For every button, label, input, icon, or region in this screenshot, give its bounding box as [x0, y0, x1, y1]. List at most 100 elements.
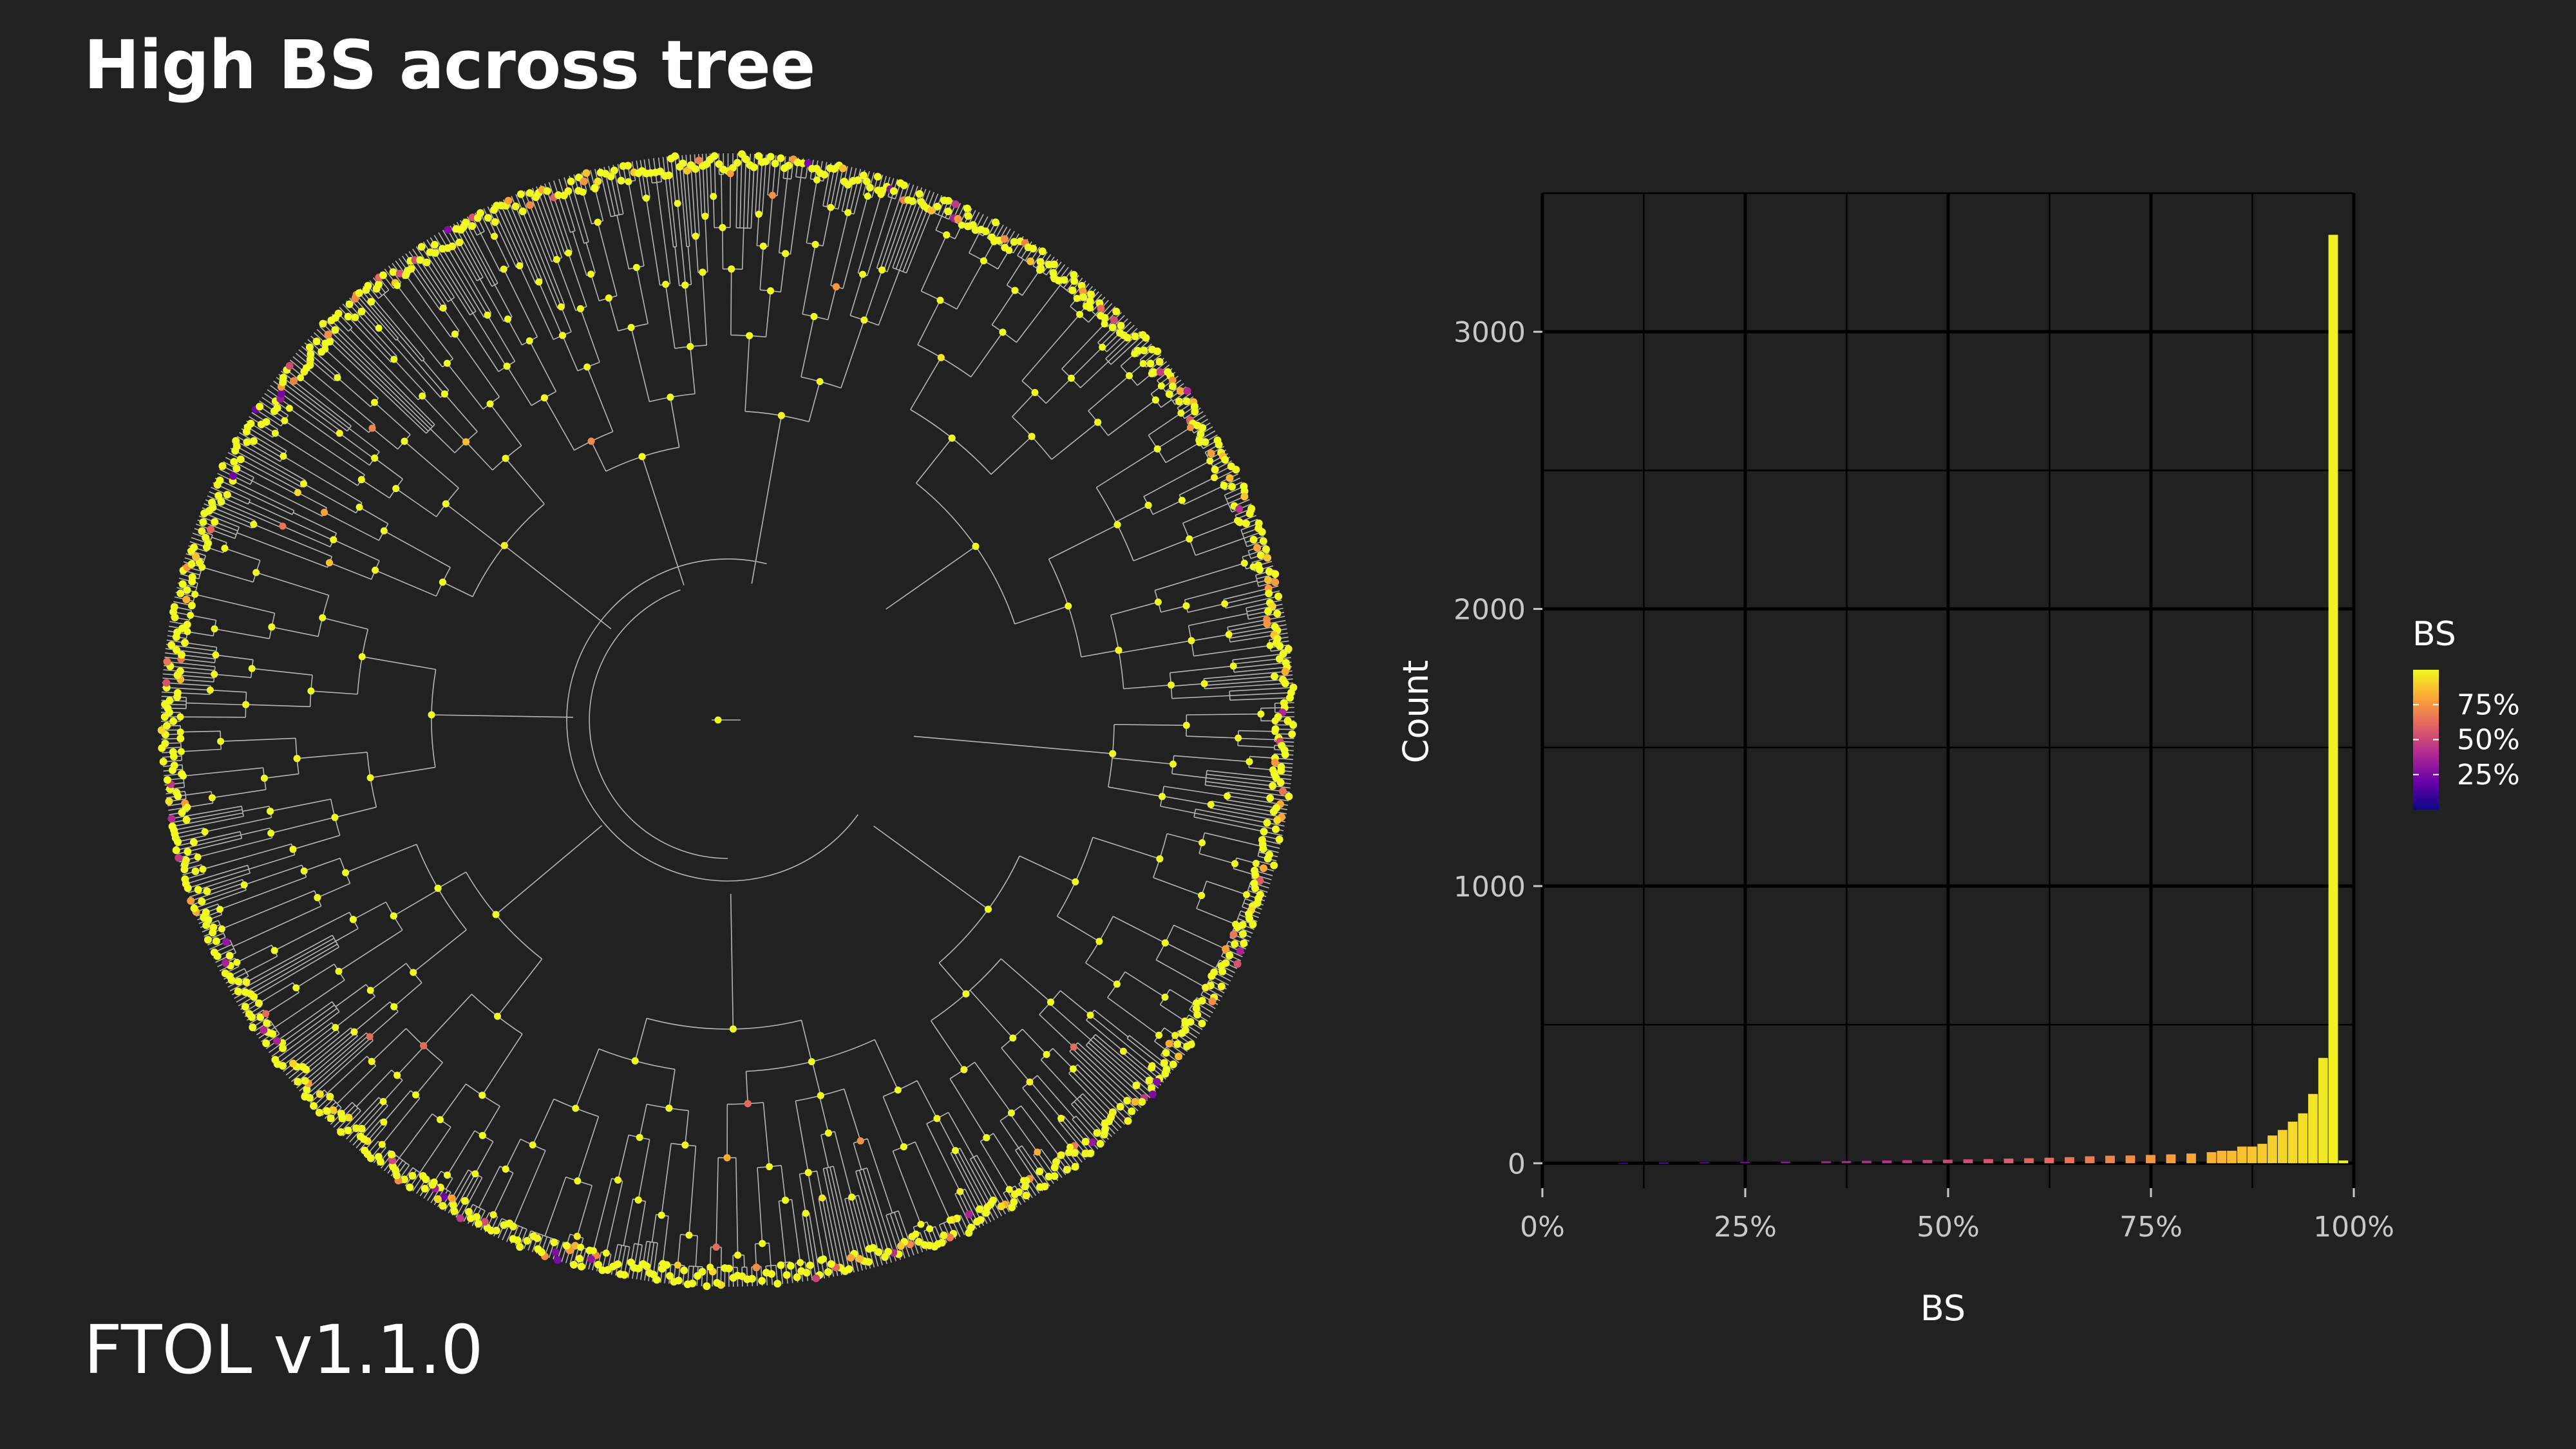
tree-tip-point: [356, 1132, 365, 1141]
tree-tip-point: [1156, 368, 1164, 376]
tree-tip-point: [187, 601, 196, 610]
tree-tip-point: [1079, 287, 1087, 296]
tree-node-point: [769, 191, 776, 199]
histogram-bar: [2318, 1057, 2328, 1164]
tree-tip-point: [1272, 825, 1280, 833]
tree-node-point: [583, 363, 591, 371]
tree-tip-point: [1256, 551, 1265, 560]
tree-node-point: [1066, 1143, 1074, 1151]
tree-tip-point: [516, 1243, 524, 1251]
tree-tip-point: [1256, 876, 1264, 885]
tree-tip-point: [337, 1110, 345, 1118]
tree-tip-point: [666, 1272, 674, 1280]
tree-tip-point: [1063, 1166, 1071, 1174]
tree-node-point: [206, 687, 214, 694]
tree-node-point: [614, 1176, 621, 1184]
tree-tip-point: [1101, 314, 1109, 322]
tree-tip-point: [1281, 679, 1289, 688]
tree-tip-point: [1262, 545, 1270, 553]
tree-tip-point: [742, 155, 750, 164]
tree-tip-point: [1226, 951, 1234, 960]
tree-tip-point: [167, 641, 176, 649]
tree-node-point: [1186, 535, 1193, 543]
tree-tip-point: [881, 1253, 889, 1261]
tree-tip-point: [173, 688, 182, 697]
tree-tip-point: [1060, 276, 1068, 284]
tree-node-point: [917, 1220, 925, 1228]
tree-node-point: [844, 209, 852, 216]
tree-tip-point: [191, 867, 200, 875]
tree-tip-point: [170, 761, 178, 770]
tree-node-point: [379, 1098, 387, 1105]
tree-tip-point: [211, 518, 219, 526]
histogram-bar: [1841, 1160, 1852, 1164]
tree-node-point: [1148, 370, 1155, 377]
tree-tip-point: [1182, 397, 1191, 406]
tree-node-point: [180, 772, 187, 780]
tree-tip-point: [345, 1113, 353, 1122]
tree-node-point: [176, 713, 184, 721]
tree-tip-point: [1265, 567, 1273, 576]
tree-tip-point: [273, 1037, 281, 1045]
tree-tip-point: [1081, 1150, 1090, 1158]
tree-tip-point: [448, 242, 457, 251]
tree-tip-point: [245, 1010, 253, 1018]
tree-tip-point: [315, 1108, 323, 1117]
histogram-bar: [1659, 1162, 1669, 1164]
tree-tip-point: [1283, 717, 1292, 725]
tree-tip-point: [203, 887, 211, 895]
tree-tip-point: [806, 1261, 814, 1269]
tree-tip-point: [844, 180, 852, 189]
tree-node-point: [218, 925, 225, 933]
histogram-bar: [2247, 1146, 2257, 1164]
tree-node-point: [1171, 1032, 1179, 1039]
tree-node-point: [1072, 878, 1079, 886]
tree-tip-point: [173, 646, 180, 654]
tree-node-point: [1008, 1109, 1015, 1117]
tree-tip-point: [279, 374, 287, 382]
histogram-bar: [1902, 1160, 1912, 1164]
tree-node-point: [1155, 1032, 1163, 1039]
tree-node-point: [491, 232, 498, 240]
tree-node-point: [271, 430, 279, 437]
tree-tip-point: [1265, 589, 1273, 598]
tree-node-point: [1069, 1065, 1077, 1073]
tree-tip-point: [983, 1203, 992, 1211]
tree-node-point: [574, 1177, 582, 1185]
histogram-bar: [2237, 1146, 2247, 1164]
tree-node-point: [279, 452, 287, 460]
tree-tip-point: [1054, 276, 1063, 285]
tree-tip-point: [190, 544, 198, 552]
tree-tip-point: [1277, 766, 1285, 775]
tree-node-point: [744, 1100, 752, 1108]
tree-node-point: [281, 417, 289, 424]
tree-tip-point: [526, 189, 534, 197]
tree-tip-point: [173, 788, 180, 797]
tree-node-point: [1225, 630, 1233, 638]
tree-tip-point: [624, 162, 632, 170]
tree-node-point: [1113, 521, 1121, 529]
tree-node-point: [428, 711, 435, 719]
histogram-bar: [1943, 1159, 1953, 1164]
tree-tip-point: [241, 1003, 249, 1011]
tree-node-point: [1157, 382, 1165, 390]
histogram-bar: [2277, 1130, 2287, 1164]
tree-node-point: [1011, 287, 1019, 294]
tree-tip-point: [914, 1238, 923, 1246]
tree-tip-point: [162, 679, 171, 687]
tree-tip-point: [277, 390, 285, 398]
tree-node-point: [335, 967, 343, 975]
tree-node-point: [864, 193, 871, 200]
histogram-bar: [2003, 1159, 2014, 1164]
tree-tip-point: [1045, 1173, 1053, 1180]
tree-node-point: [685, 1231, 693, 1239]
tree-tip-point: [862, 177, 871, 185]
tree-node-point: [681, 281, 689, 289]
tree-tip-point: [1168, 376, 1177, 384]
y-axis-title: Count: [1396, 660, 1436, 763]
tree-tip-point: [324, 330, 332, 339]
tree-tip-point: [351, 313, 359, 321]
tree-node-point: [321, 345, 329, 353]
tree-tip-point: [695, 156, 703, 165]
